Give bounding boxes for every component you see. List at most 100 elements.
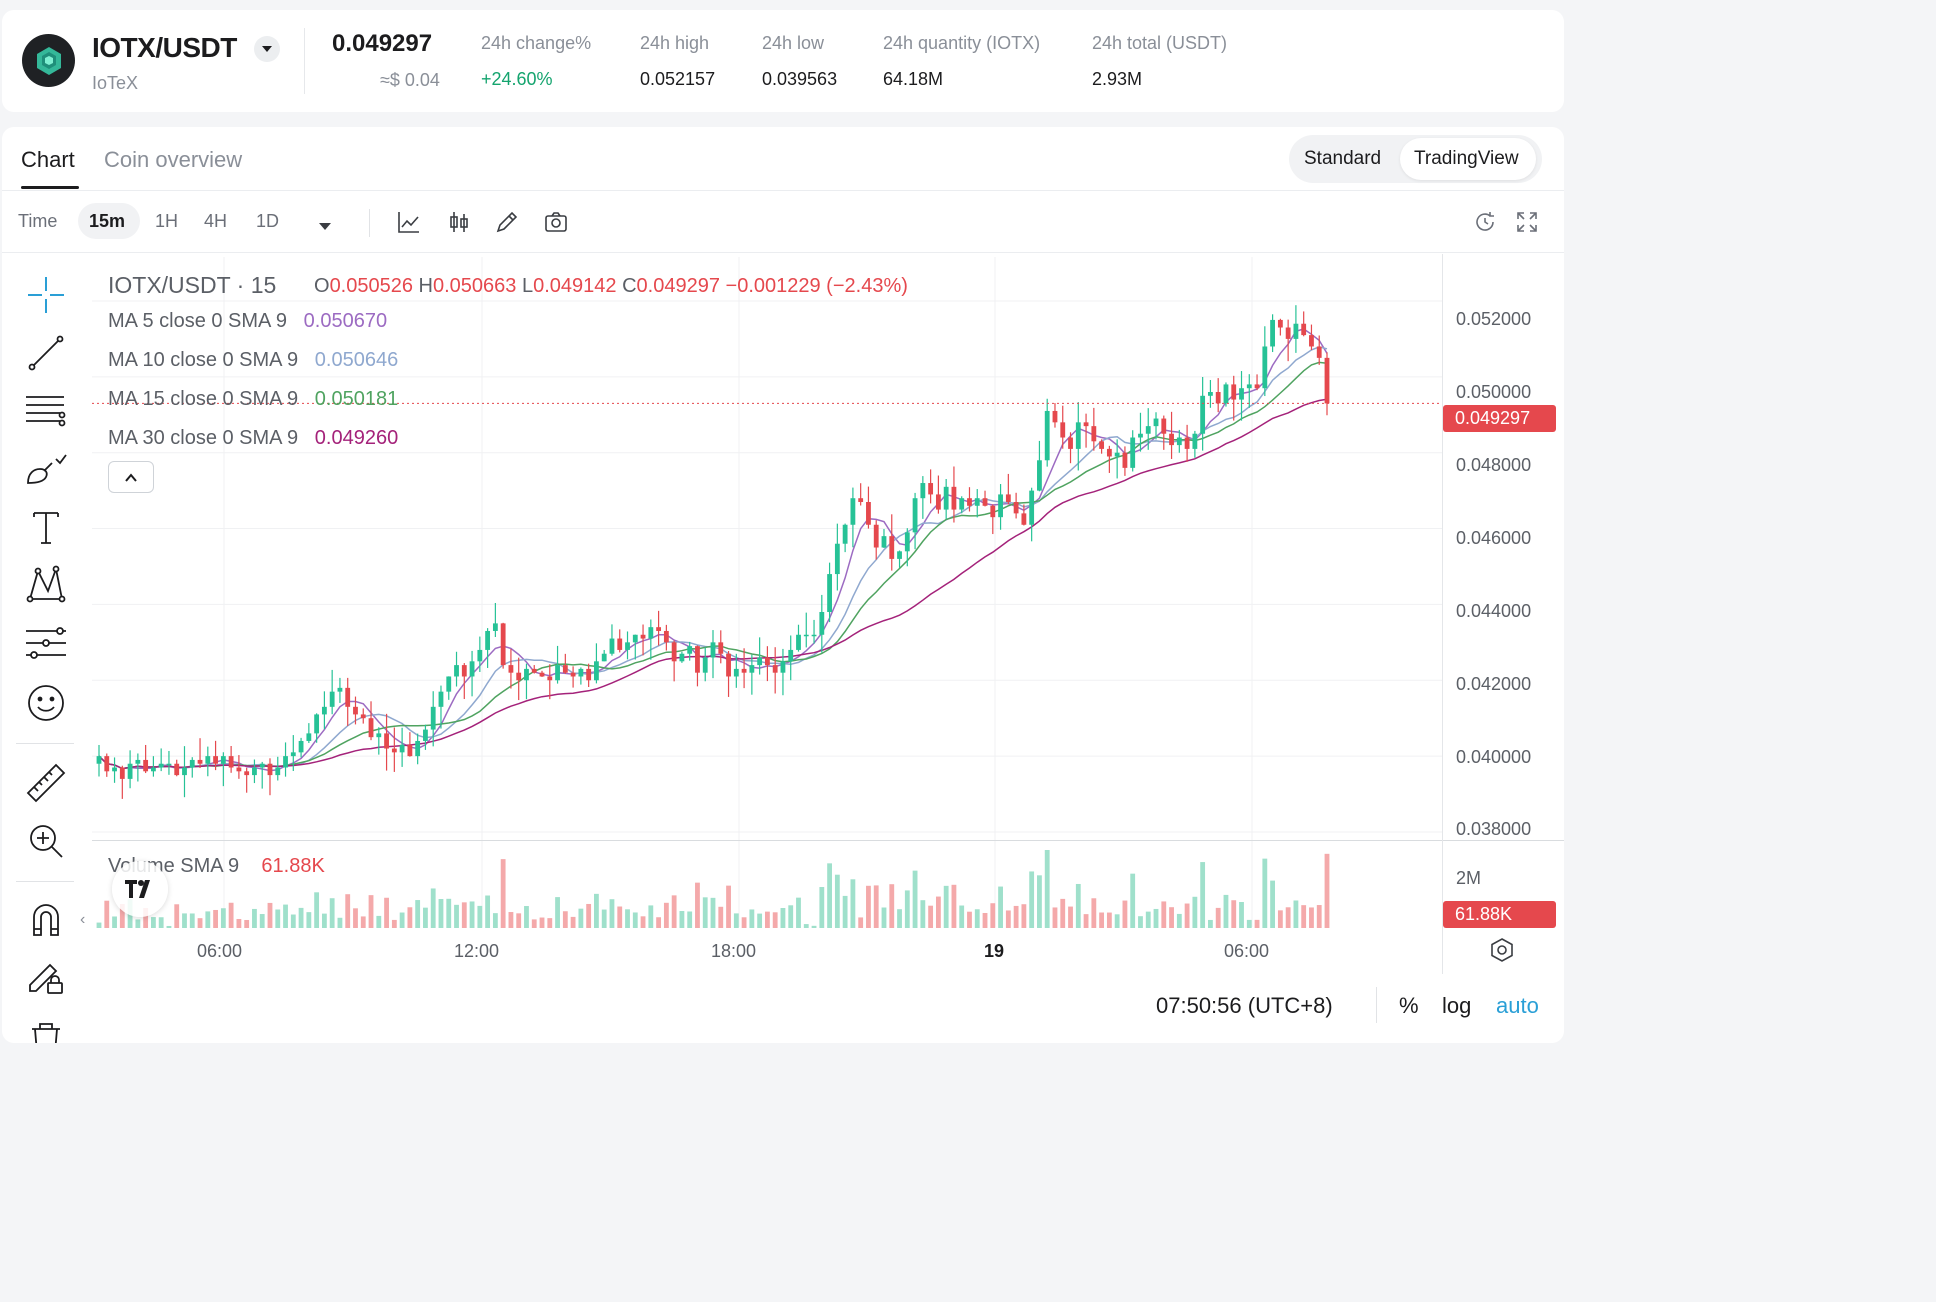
- volume-bar: [182, 913, 187, 928]
- ma-line: [98, 398, 1328, 770]
- candle: [267, 763, 273, 776]
- volume-bar: [1099, 912, 1105, 928]
- pair-dropdown-icon[interactable]: [254, 36, 280, 62]
- drawing-toolbar: [2, 253, 92, 1043]
- pattern-icon[interactable]: [24, 563, 68, 610]
- magnet-icon[interactable]: [26, 899, 66, 944]
- screenshot-icon[interactable]: [543, 209, 571, 237]
- chart-toolbar: Time 15m 1H 4H 1D: [2, 191, 1564, 253]
- price-chart[interactable]: [2, 127, 1564, 1043]
- volume-bar: [570, 916, 576, 928]
- ruler-icon[interactable]: [24, 761, 68, 810]
- stat-label-low: 24h low: [762, 33, 825, 53]
- interval-1d[interactable]: 1D: [256, 211, 280, 231]
- volume-pane-divider: [92, 840, 1564, 841]
- trash-icon[interactable]: [26, 1017, 66, 1043]
- volume-bar: [446, 898, 452, 928]
- candle: [1169, 433, 1174, 446]
- volume-bar: [1138, 916, 1143, 928]
- ma-label: MA 15 close 0 SMA 9: [108, 388, 299, 410]
- tradingview-logo-icon[interactable]: [112, 861, 168, 917]
- volume-bar: [1293, 900, 1299, 928]
- interval-1h[interactable]: 1H: [155, 211, 179, 231]
- draw-icon[interactable]: [494, 209, 522, 237]
- candle: [1153, 418, 1159, 427]
- price-tick: 0.044000: [1456, 601, 1532, 621]
- candle: [1262, 346, 1268, 389]
- volume-bar: [1130, 873, 1136, 928]
- volume-bar: [951, 884, 957, 928]
- tab-chart[interactable]: Chart: [21, 147, 75, 172]
- reset-icon[interactable]: [1472, 209, 1500, 237]
- volume-bar: [594, 893, 599, 928]
- volume-bar: [741, 917, 747, 928]
- candle: [337, 687, 343, 692]
- volume-bar: [850, 879, 856, 928]
- log-scale-button[interactable]: log: [1442, 993, 1472, 1018]
- text-icon[interactable]: [28, 507, 64, 552]
- settings-icon[interactable]: [1489, 937, 1515, 968]
- emoji-icon[interactable]: [26, 683, 66, 728]
- candle: [516, 672, 522, 681]
- legend-low: 0.049142: [533, 275, 617, 297]
- percent-scale-button[interactable]: %: [1399, 993, 1419, 1018]
- candle: [1060, 422, 1066, 438]
- volume-bar: [407, 907, 413, 928]
- pair-title[interactable]: IOTX/USDT: [92, 32, 237, 63]
- brush-icon[interactable]: [24, 449, 68, 494]
- fib-icon[interactable]: [24, 389, 66, 436]
- volume-bar: [1208, 919, 1213, 928]
- candle: [609, 638, 615, 654]
- candle: [1239, 388, 1244, 400]
- volume-bar: [842, 895, 848, 928]
- trend-line-icon[interactable]: [26, 333, 66, 378]
- candle: [803, 634, 809, 637]
- candle: [959, 498, 965, 510]
- price-tick: 0.040000: [1456, 747, 1532, 767]
- candle: [749, 665, 755, 673]
- auto-scale-button[interactable]: auto: [1496, 993, 1539, 1018]
- candle: [710, 642, 716, 658]
- candle: [1122, 452, 1128, 468]
- volume-bar: [166, 925, 172, 928]
- candle: [143, 759, 149, 772]
- interval-dropdown-icon[interactable]: [318, 218, 332, 236]
- forecast-icon[interactable]: [24, 623, 68, 668]
- zoom-in-icon[interactable]: [26, 821, 66, 866]
- fullscreen-icon[interactable]: [1514, 209, 1542, 237]
- volume-bar: [1091, 898, 1097, 928]
- interval-4h[interactable]: 4H: [204, 211, 228, 231]
- candle-type-icon[interactable]: [446, 209, 474, 237]
- legend-collapse-button[interactable]: [108, 461, 154, 493]
- volume-bar: [1083, 914, 1089, 928]
- volume-bar: [1200, 862, 1206, 928]
- candle: [788, 649, 794, 662]
- stat-value-total: 2.93M: [1092, 69, 1143, 89]
- candle: [524, 668, 529, 681]
- crosshair-icon[interactable]: [26, 275, 66, 320]
- view-tradingview[interactable]: TradingView: [1414, 148, 1519, 169]
- candle: [578, 668, 584, 677]
- view-standard[interactable]: Standard: [1304, 148, 1382, 169]
- candle: [329, 691, 335, 707]
- candle: [321, 706, 327, 715]
- volume-bar: [1114, 914, 1120, 928]
- scroll-left-icon[interactable]: ‹: [80, 911, 86, 928]
- volume-bar: [345, 894, 351, 928]
- volume-bar: [150, 917, 156, 928]
- candle: [461, 665, 467, 677]
- lock-draw-icon[interactable]: [26, 957, 66, 1002]
- candle: [438, 691, 444, 707]
- candle: [866, 502, 871, 525]
- volume-bar: [982, 912, 988, 928]
- candle: [252, 767, 257, 776]
- price-tick: 0.048000: [1456, 455, 1532, 475]
- candle: [982, 498, 988, 506]
- volume-bar: [609, 899, 615, 928]
- interval-15m[interactable]: 15m: [89, 211, 126, 231]
- ma-value: 0.049260: [314, 427, 399, 449]
- volume-bar: [726, 885, 731, 928]
- tab-coin-overview[interactable]: Coin overview: [104, 147, 243, 172]
- indicator-icon[interactable]: [396, 209, 424, 237]
- candle: [1044, 410, 1050, 461]
